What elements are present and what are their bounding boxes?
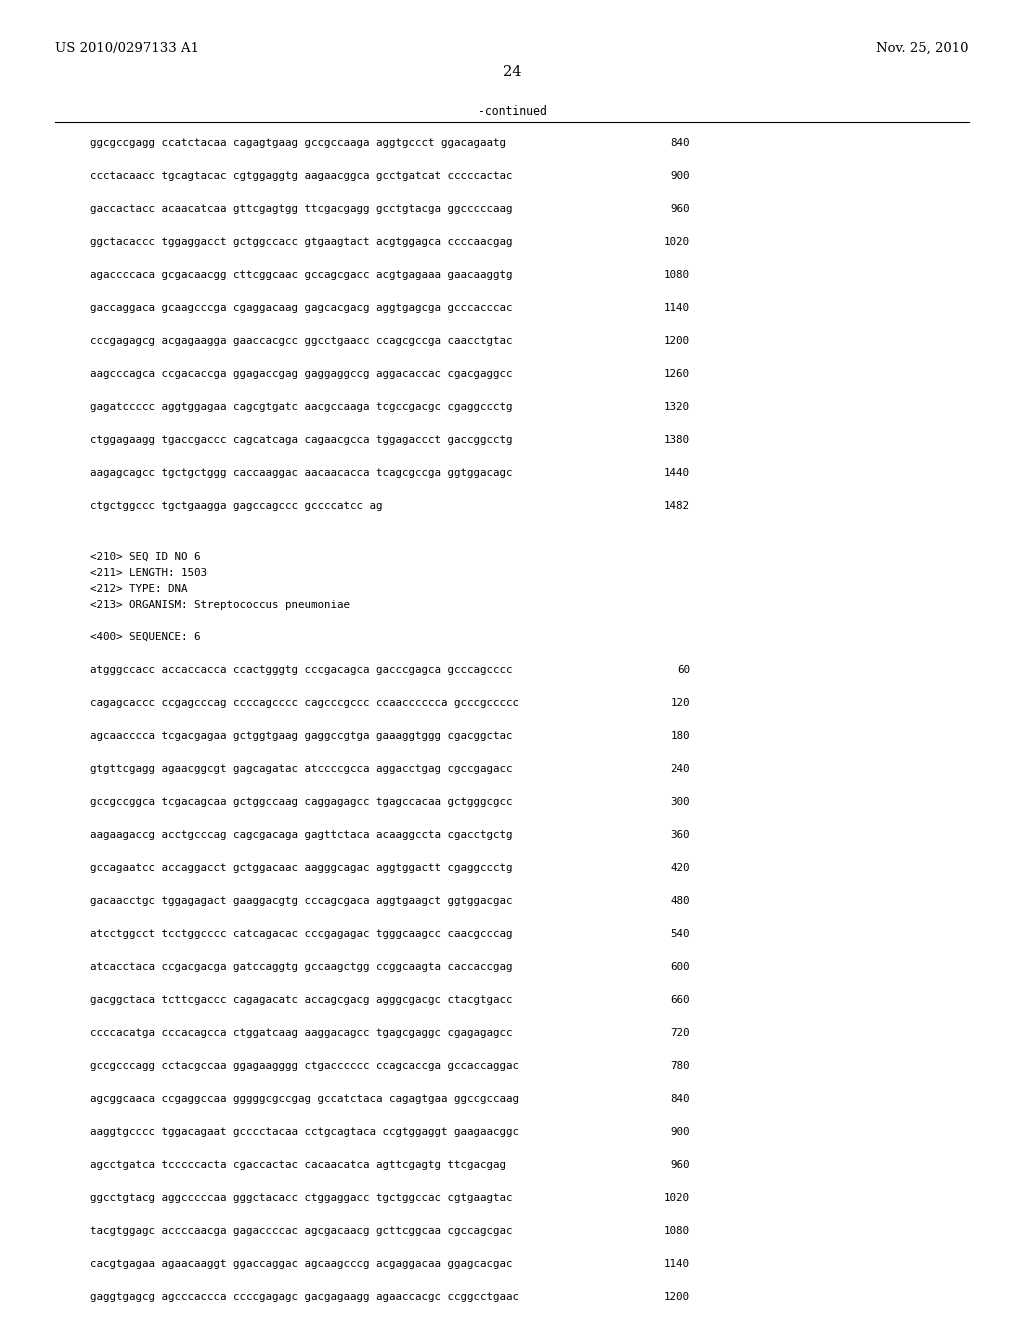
Text: 1482: 1482: [664, 502, 690, 511]
Text: 660: 660: [671, 995, 690, 1005]
Text: <211> LENGTH: 1503: <211> LENGTH: 1503: [90, 568, 207, 578]
Text: 1200: 1200: [664, 337, 690, 346]
Text: 240: 240: [671, 764, 690, 774]
Text: ccccacatga cccacagcca ctggatcaag aaggacagcc tgagcgaggc cgagagagcc: ccccacatga cccacagcca ctggatcaag aaggaca…: [90, 1028, 512, 1038]
Text: atcctggcct tcctggcccc catcagacac cccgagagac tgggcaagcc caacgcccag: atcctggcct tcctggcccc catcagacac cccgaga…: [90, 929, 512, 939]
Text: agcggcaaca ccgaggccaa gggggcgccgag gccatctaca cagagtgaa ggccgccaag: agcggcaaca ccgaggccaa gggggcgccgag gccat…: [90, 1094, 519, 1104]
Text: 780: 780: [671, 1061, 690, 1071]
Text: gtgttcgagg agaacggcgt gagcagatac atccccgcca aggacctgag cgccgagacc: gtgttcgagg agaacggcgt gagcagatac atccccg…: [90, 764, 512, 774]
Text: 900: 900: [671, 1127, 690, 1137]
Text: 900: 900: [671, 172, 690, 181]
Text: 1140: 1140: [664, 1259, 690, 1269]
Text: 480: 480: [671, 896, 690, 906]
Text: 1020: 1020: [664, 1193, 690, 1203]
Text: gccgccggca tcgacagcaa gctggccaag caggagagcc tgagccacaa gctgggcgcc: gccgccggca tcgacagcaa gctggccaag caggaga…: [90, 797, 512, 807]
Text: ccctacaacc tgcagtacac cgtggaggtg aagaacggca gcctgatcat cccccactac: ccctacaacc tgcagtacac cgtggaggtg aagaacg…: [90, 172, 512, 181]
Text: 60: 60: [677, 665, 690, 675]
Text: gccagaatcc accaggacct gctggacaac aagggcagac aggtggactt cgaggccctg: gccagaatcc accaggacct gctggacaac aagggca…: [90, 863, 512, 873]
Text: 960: 960: [671, 205, 690, 214]
Text: ctgctggccc tgctgaagga gagccagccc gccccatcc ag: ctgctggccc tgctgaagga gagccagccc gccccat…: [90, 502, 383, 511]
Text: gaccaggaca gcaagcccga cgaggacaag gagcacgacg aggtgagcga gcccacccac: gaccaggaca gcaagcccga cgaggacaag gagcacg…: [90, 304, 512, 313]
Text: 180: 180: [671, 731, 690, 741]
Text: 1260: 1260: [664, 370, 690, 379]
Text: <400> SEQUENCE: 6: <400> SEQUENCE: 6: [90, 632, 201, 642]
Text: cccgagagcg acgagaagga gaaccacgcc ggcctgaacc ccagcgccga caacctgtac: cccgagagcg acgagaagga gaaccacgcc ggcctga…: [90, 337, 512, 346]
Text: 600: 600: [671, 962, 690, 972]
Text: 960: 960: [671, 1160, 690, 1170]
Text: aagcccagca ccgacaccga ggagaccgag gaggaggccg aggacaccac cgacgaggcc: aagcccagca ccgacaccga ggagaccgag gaggagg…: [90, 370, 512, 379]
Text: ggctacaccc tggaggacct gctggccacc gtgaagtact acgtggagca ccccaacgag: ggctacaccc tggaggacct gctggccacc gtgaagt…: [90, 238, 512, 247]
Text: -continued: -continued: [477, 106, 547, 117]
Text: gaggtgagcg agcccaccca ccccgagagc gacgagaagg agaaccacgc ccggcctgaac: gaggtgagcg agcccaccca ccccgagagc gacgaga…: [90, 1292, 519, 1302]
Text: atgggccacc accaccacca ccactgggtg cccgacagca gacccgagca gcccagcccc: atgggccacc accaccacca ccactgggtg cccgaca…: [90, 665, 512, 675]
Text: agcctgatca tcccccacta cgaccactac cacaacatca agttcgagtg ttcgacgag: agcctgatca tcccccacta cgaccactac cacaaca…: [90, 1160, 506, 1170]
Text: 840: 840: [671, 1094, 690, 1104]
Text: 1320: 1320: [664, 403, 690, 412]
Text: gacaacctgc tggagagact gaaggacgtg cccagcgaca aggtgaagct ggtggacgac: gacaacctgc tggagagact gaaggacgtg cccagcg…: [90, 896, 512, 906]
Text: aagaagaccg acctgcccag cagcgacaga gagttctaca acaaggccta cgacctgctg: aagaagaccg acctgcccag cagcgacaga gagttct…: [90, 830, 512, 840]
Text: cacgtgagaa agaacaaggt ggaccaggac agcaagcccg acgaggacaa ggagcacgac: cacgtgagaa agaacaaggt ggaccaggac agcaagc…: [90, 1259, 512, 1269]
Text: 1200: 1200: [664, 1292, 690, 1302]
Text: ctggagaagg tgaccgaccc cagcatcaga cagaacgcca tggagaccct gaccggcctg: ctggagaagg tgaccgaccc cagcatcaga cagaacg…: [90, 436, 512, 445]
Text: ggcctgtacg aggcccccaa gggctacacc ctggaggacc tgctggccac cgtgaagtac: ggcctgtacg aggcccccaa gggctacacc ctggagg…: [90, 1193, 512, 1203]
Text: <213> ORGANISM: Streptococcus pneumoniae: <213> ORGANISM: Streptococcus pneumoniae: [90, 601, 350, 610]
Text: gaccactacc acaacatcaa gttcgagtgg ttcgacgagg gcctgtacga ggcccccaag: gaccactacc acaacatcaa gttcgagtgg ttcgacg…: [90, 205, 512, 214]
Text: agaccccaca gcgacaacgg cttcggcaac gccagcgacc acgtgagaaa gaacaaggtg: agaccccaca gcgacaacgg cttcggcaac gccagcg…: [90, 271, 512, 280]
Text: 300: 300: [671, 797, 690, 807]
Text: 24: 24: [503, 65, 521, 79]
Text: ggcgccgagg ccatctacaa cagagtgaag gccgccaaga aggtgccct ggacagaatg: ggcgccgagg ccatctacaa cagagtgaag gccgcca…: [90, 139, 506, 148]
Text: gagatccccc aggtggagaa cagcgtgatc aacgccaaga tcgccgacgc cgaggccctg: gagatccccc aggtggagaa cagcgtgatc aacgcca…: [90, 403, 512, 412]
Text: <212> TYPE: DNA: <212> TYPE: DNA: [90, 583, 187, 594]
Text: 360: 360: [671, 830, 690, 840]
Text: Nov. 25, 2010: Nov. 25, 2010: [877, 42, 969, 55]
Text: 120: 120: [671, 698, 690, 708]
Text: aaggtgcccc tggacagaat gcccctacaa cctgcagtaca ccgtggaggt gaagaacggc: aaggtgcccc tggacagaat gcccctacaa cctgcag…: [90, 1127, 519, 1137]
Text: 1380: 1380: [664, 436, 690, 445]
Text: <210> SEQ ID NO 6: <210> SEQ ID NO 6: [90, 552, 201, 562]
Text: agcaacccca tcgacgagaa gctggtgaag gaggccgtga gaaaggtggg cgacggctac: agcaacccca tcgacgagaa gctggtgaag gaggccg…: [90, 731, 512, 741]
Text: 720: 720: [671, 1028, 690, 1038]
Text: cagagcaccc ccgagcccag ccccagcccc cagcccgccc ccaacccccca gcccgccccc: cagagcaccc ccgagcccag ccccagcccc cagcccg…: [90, 698, 519, 708]
Text: 1080: 1080: [664, 271, 690, 280]
Text: 1080: 1080: [664, 1226, 690, 1236]
Text: 840: 840: [671, 139, 690, 148]
Text: atcacctaca ccgacgacga gatccaggtg gccaagctgg ccggcaagta caccaccgag: atcacctaca ccgacgacga gatccaggtg gccaagc…: [90, 962, 512, 972]
Text: gacggctaca tcttcgaccc cagagacatc accagcgacg agggcgacgc ctacgtgacc: gacggctaca tcttcgaccc cagagacatc accagcg…: [90, 995, 512, 1005]
Text: 1020: 1020: [664, 238, 690, 247]
Text: aagagcagcc tgctgctggg caccaaggac aacaacacca tcagcgccga ggtggacagc: aagagcagcc tgctgctggg caccaaggac aacaaca…: [90, 469, 512, 478]
Text: 1140: 1140: [664, 304, 690, 313]
Text: 1440: 1440: [664, 469, 690, 478]
Text: tacgtggagc accccaacga gagaccccac agcgacaacg gcttcggcaa cgccagcgac: tacgtggagc accccaacga gagaccccac agcgaca…: [90, 1226, 512, 1236]
Text: 540: 540: [671, 929, 690, 939]
Text: US 2010/0297133 A1: US 2010/0297133 A1: [55, 42, 199, 55]
Text: 420: 420: [671, 863, 690, 873]
Text: gccgcccagg cctacgccaa ggagaagggg ctgacccccc ccagcaccga gccaccaggac: gccgcccagg cctacgccaa ggagaagggg ctgaccc…: [90, 1061, 519, 1071]
